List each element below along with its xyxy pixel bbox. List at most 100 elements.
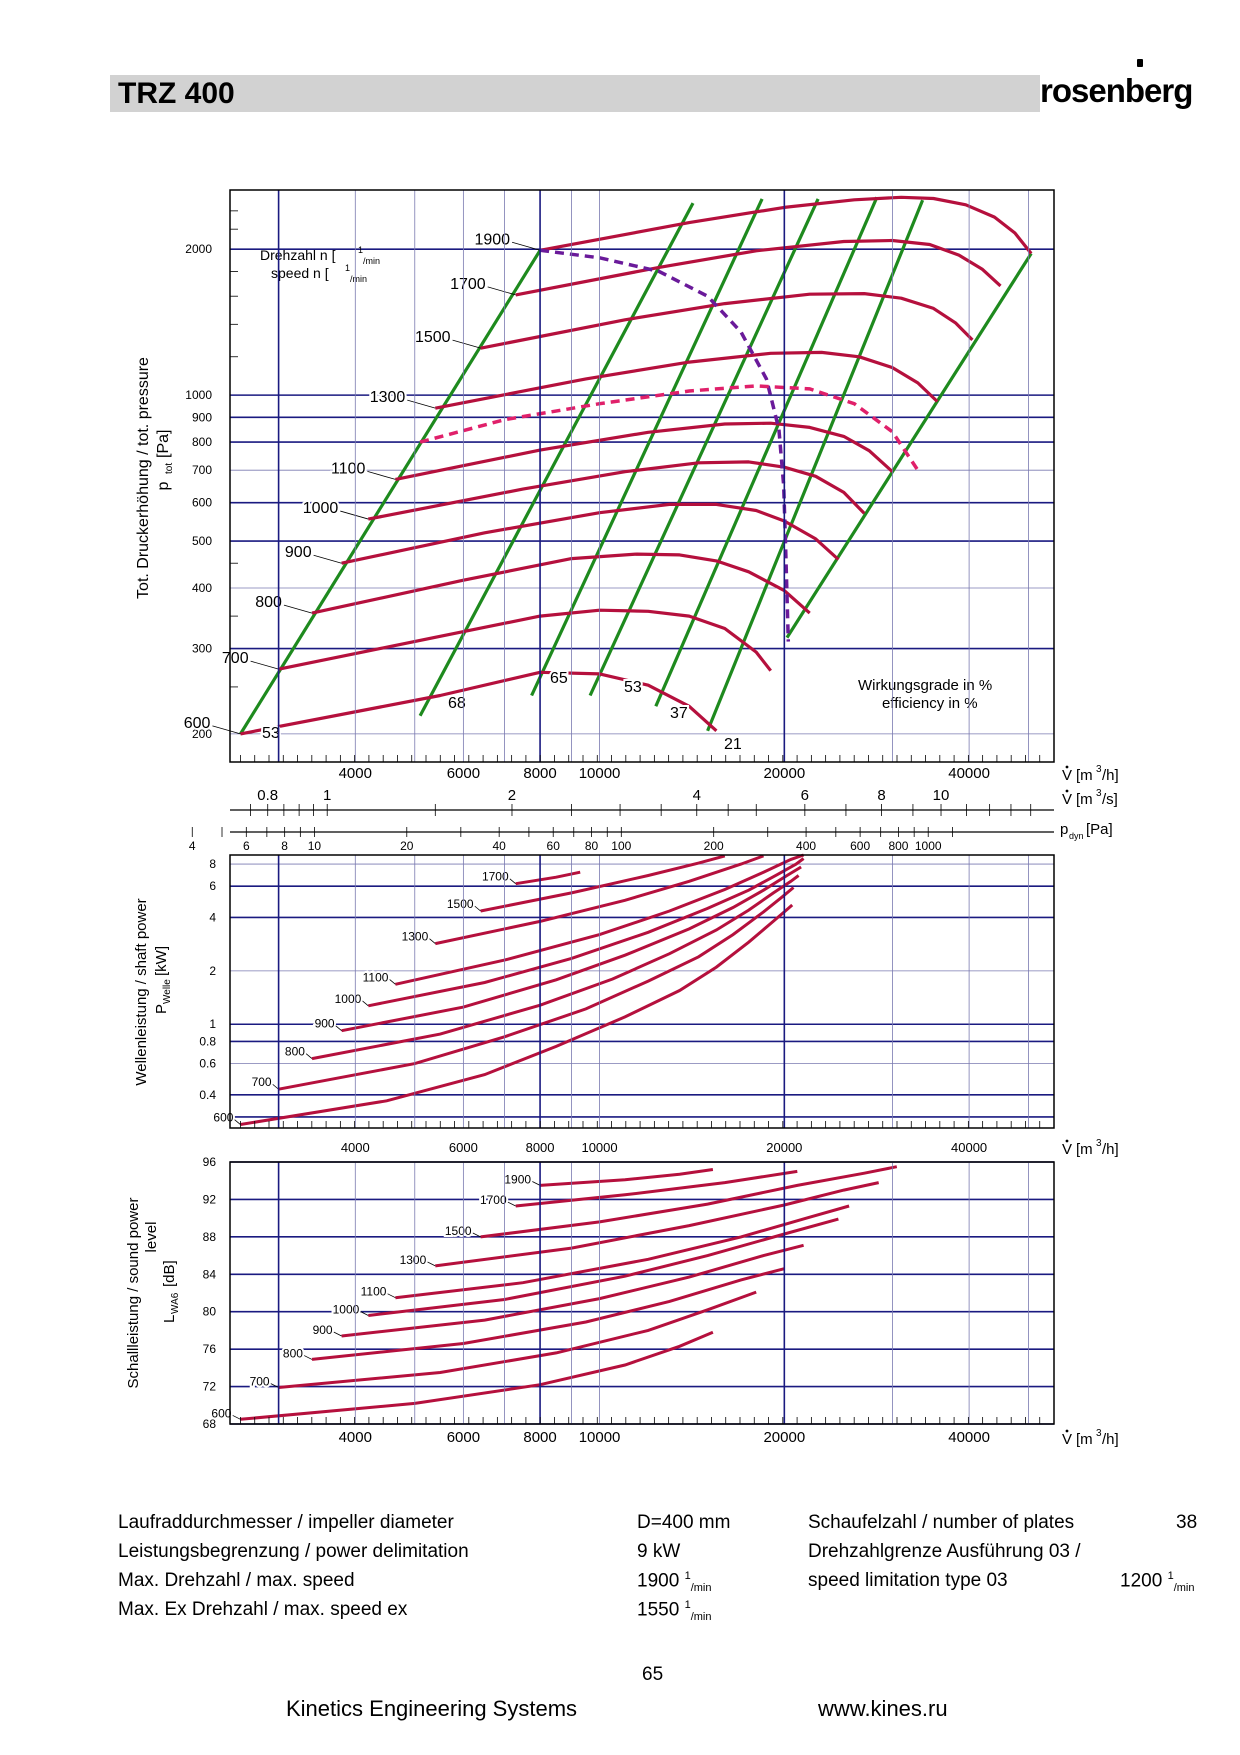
efficiency-label: 53 <box>262 725 280 742</box>
spec-max-speed-unit-sup: 1 <box>684 1570 691 1582</box>
pressure-x-tick-label: 4000 <box>339 765 372 782</box>
power-x-tick-label: 20000 <box>766 1140 802 1155</box>
pressure-y-tick-label: 400 <box>192 581 212 595</box>
efficiency-line <box>588 198 820 697</box>
power-y-tick-label: 1 <box>209 1017 216 1031</box>
power-speed-label: 800 <box>285 1045 305 1059</box>
pressure-curve-1300 <box>434 350 939 410</box>
sound-curve-900 <box>341 1243 804 1338</box>
power-y-axis-symbol: P <box>153 1004 170 1014</box>
sound-x-axis-label-unit: /h] <box>1102 1431 1119 1448</box>
pressure-speed-leader <box>487 286 516 296</box>
pressure-curve-700 <box>278 608 772 672</box>
power-x-axis-label-sup: 3 <box>1096 1138 1102 1149</box>
pressure-speed-label: 700 <box>222 650 249 667</box>
sound-curve-1500 <box>480 1165 898 1239</box>
speed-legend-de: Drehzahl n [ <box>260 247 336 263</box>
pressure-speed-label: 900 <box>285 544 312 561</box>
pressure-x-tick-label: 10000 <box>579 765 621 782</box>
pressure-speed-leader <box>212 725 241 735</box>
power-speed-label: 700 <box>252 1075 272 1089</box>
sound-curve-600 <box>240 1330 714 1421</box>
page-number: 65 <box>642 1664 664 1685</box>
power-speed-label: 1500 <box>447 897 474 911</box>
power-curve-1300 <box>434 854 765 946</box>
sound-vertical-grid <box>240 1162 1041 1424</box>
pressure-speed-label: 1100 <box>331 460 366 477</box>
pressure-frame <box>229 189 1055 763</box>
power-y-axis-subscript: Welle <box>162 979 173 1004</box>
scale-pdyn-unit: [Pa] <box>1086 821 1113 838</box>
scale-pdyn-label: 400 <box>796 839 816 853</box>
power-y-tick-label: 4 <box>209 910 216 924</box>
pressure-y-tick-label: 600 <box>192 496 212 510</box>
pressure-curve-1900 <box>539 195 1033 255</box>
power-x-axis-label-unit: /h] <box>1102 1141 1119 1158</box>
sound-curve-1100 <box>395 1204 850 1300</box>
sound-speed-label: 800 <box>283 1346 303 1360</box>
scale-pdyn-label: 4 <box>189 839 196 853</box>
efficiency-line <box>239 249 542 735</box>
pressure-speed-label: 1900 <box>474 231 510 248</box>
power-curve-1500 <box>480 854 726 913</box>
sound-x-tick-label: 40000 <box>948 1429 990 1446</box>
spec-max-speed-ex-unit-sup: 1 <box>684 1599 691 1611</box>
sound-y-tick-label: 96 <box>203 1155 217 1169</box>
pressure-y-tick-label: 200 <box>192 727 212 741</box>
power-speed-leader <box>474 905 481 912</box>
scale-m3s-flow-dot <box>1065 789 1069 793</box>
scale-pdyn: 4 6 8 10 20 40 60 80 100 200 400 600 800 1000 p dyn [Pa… <box>189 821 1113 853</box>
scale-pdyn-label: 60 <box>547 839 561 853</box>
pressure-speed-leader <box>250 660 279 670</box>
scale-pdyn-subscript: dyn <box>1069 831 1084 841</box>
efficiency-note-de: Wirkungsgrade in % <box>858 677 992 694</box>
spec-limit-label-1: Drehzahlgrenze Ausführung 03 / <box>808 1541 1081 1562</box>
scale-m3s-label: 2 <box>508 787 516 804</box>
efficiency-label: 37 <box>670 705 688 722</box>
scale-pdyn-label: 10 <box>308 839 322 853</box>
pressure-speed-leader <box>407 399 436 409</box>
sound-y-tick-label: 84 <box>203 1267 217 1281</box>
spec-max-speed-ex-label: Max. Ex Drehzahl / max. speed ex <box>118 1599 408 1620</box>
sound-speed-label: 700 <box>250 1375 270 1389</box>
sound-speed-label: 1700 <box>480 1193 507 1207</box>
scale-pdyn-label: 80 <box>585 839 599 853</box>
brand-logo-mark <box>1137 59 1143 67</box>
scale-m3s-flow-symbol: V <box>1062 791 1072 808</box>
spec-plates-label: Schaufelzahl / number of plates <box>808 1512 1075 1533</box>
pressure-speed-leader <box>340 510 369 520</box>
sound-curve-1700 <box>515 1169 798 1208</box>
sound-frame <box>229 1161 1055 1425</box>
pressure-y-tick-label: 300 <box>192 642 212 656</box>
pressure-y-tick-label: 700 <box>192 463 212 477</box>
sound-y-tick-label: 76 <box>203 1342 217 1356</box>
pressure-curve-1000 <box>367 460 866 521</box>
brand-logo: rosenberg <box>1040 72 1193 109</box>
efficiency-line <box>706 199 925 732</box>
sound-y-axis-unit: [dB] <box>161 1260 178 1287</box>
pressure-vertical-grid <box>240 190 1041 762</box>
pressure-speed-label: 600 <box>184 715 211 732</box>
power-y-axis-unit: [kW] <box>153 946 170 976</box>
power-speed-leader <box>335 1025 342 1031</box>
pressure-speed-leader <box>283 604 313 614</box>
sound-y-axis-title: Schallleistung / sound power <box>125 1198 142 1389</box>
pressure-y-axis-unit: [Pa] <box>155 430 172 458</box>
power-x-tick-label: 40000 <box>951 1140 987 1155</box>
pressure-flow-symbol: V <box>1062 767 1072 784</box>
sound-speed-label: 1100 <box>361 1285 387 1299</box>
power-speed-leader <box>234 1119 241 1125</box>
power-x-axis-label: [m <box>1076 1141 1093 1158</box>
sound-speed-leader <box>472 1232 481 1238</box>
pressure-speed-label: 1300 <box>370 389 406 406</box>
sound-curve-1900 <box>540 1168 714 1187</box>
sound-curve-1300 <box>435 1181 880 1268</box>
sound-curve-700 <box>278 1290 757 1389</box>
pressure-curve-1100 <box>395 421 894 481</box>
speed-legend-en-sup: 1 <box>345 263 350 273</box>
power-x-tick-label: 8000 <box>526 1140 555 1155</box>
pressure-speed-leader <box>511 241 541 251</box>
power-vertical-grid <box>240 855 1041 1128</box>
spec-limit-unit-sup: 1 <box>1167 1570 1174 1582</box>
